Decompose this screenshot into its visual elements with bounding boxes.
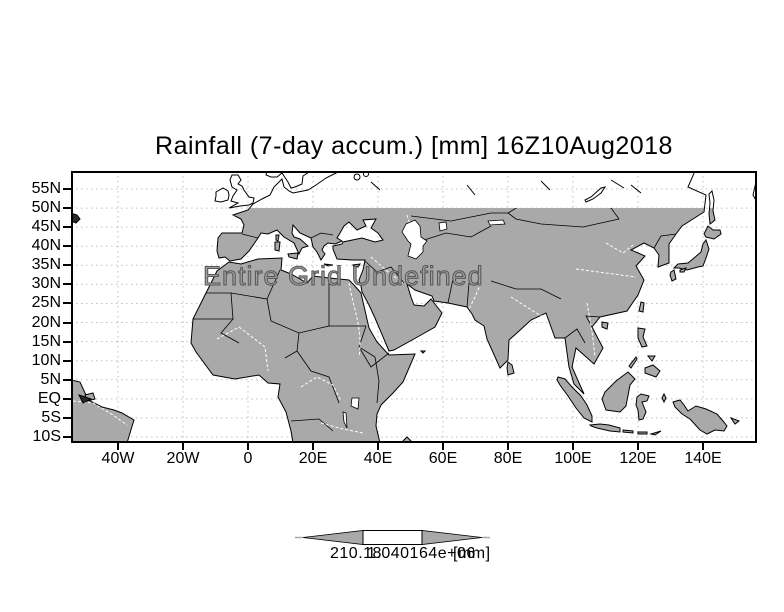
lat-axis-label-30N: 30N: [31, 275, 61, 293]
lat-tick: [63, 245, 71, 248]
lat-axis-label-EQ: EQ: [37, 389, 61, 407]
lon-tick: [377, 443, 379, 450]
lon-axis-label-40W: 40W: [101, 450, 135, 467]
map-plot-area: [71, 171, 757, 443]
lon-tick: [572, 443, 574, 450]
lon-tick: [117, 443, 119, 450]
lat-axis-label-40N: 40N: [31, 237, 61, 255]
lon-tick: [637, 443, 639, 450]
lakes: [342, 219, 506, 429]
lat-axis-label-5S: 5S: [41, 408, 61, 426]
lat-axis-label-15N: 15N: [31, 332, 61, 350]
lat-axis-label-25N: 25N: [31, 294, 61, 312]
colorbar-left-arrow: [302, 530, 364, 545]
lon-axis-label-140E: 140E: [684, 450, 722, 467]
lat-tick: [63, 397, 71, 400]
lon-axis-label-20E: 20E: [298, 450, 328, 467]
grid-undefined-message: Entire Grid Undefined: [203, 261, 484, 292]
lat-tick: [63, 264, 71, 267]
lat-tick: [63, 416, 71, 419]
lon-axis-label-40E: 40E: [363, 450, 393, 467]
lon-axis-label-0: 0: [243, 450, 253, 467]
plot-title: Rainfall (7-day accum.) [mm] 16Z10Aug201…: [155, 132, 673, 160]
lat-axis-label-10N: 10N: [31, 351, 61, 369]
colorbar-right-value: 1.040164e+06: [367, 545, 476, 562]
lon-tick: [507, 443, 509, 450]
lon-axis-label-20W: 20W: [166, 450, 200, 467]
colorbar-left-value: 210.18: [330, 545, 382, 562]
lat-tick: [63, 436, 71, 438]
lon-axis-label-60E: 60E: [428, 450, 458, 467]
lat-tick: [63, 188, 71, 190]
lon-axis-label-100E: 100E: [554, 450, 592, 467]
lat-tick: [63, 321, 71, 324]
lat-tick: [63, 283, 71, 286]
lat-axis-label-20N: 20N: [31, 313, 61, 331]
lat-tick: [63, 207, 71, 210]
plot-frame: [71, 171, 757, 443]
lat-axis-label-35N: 35N: [31, 256, 61, 274]
lon-axis-label-120E: 120E: [619, 450, 657, 467]
lon-axis-label-80E: 80E: [493, 450, 523, 467]
lat-tick: [63, 359, 71, 362]
lat-axis-label-10S: 10S: [32, 428, 61, 445]
lat-axis-label-50N: 50N: [31, 199, 61, 217]
lat-axis-label-55N: 55N: [31, 180, 61, 197]
lat-tick: [63, 378, 71, 381]
lat-axis-label-45N: 45N: [31, 218, 61, 236]
colorbar-right-arrow: [421, 530, 483, 545]
lat-tick: [63, 340, 71, 343]
lon-tick: [442, 443, 444, 450]
country-borders: [193, 208, 677, 432]
lon-tick: [247, 443, 249, 450]
lat-tick: [63, 226, 71, 229]
lon-tick: [702, 443, 704, 450]
lat-axis-label-5N: 5N: [40, 370, 61, 388]
lon-tick: [312, 443, 314, 450]
lat-tick: [63, 302, 71, 305]
colorbar: [295, 530, 490, 545]
colorbar-units: [mm]: [453, 545, 491, 562]
dark-land-patches: [71, 212, 93, 404]
lon-tick: [182, 443, 184, 450]
colorbar-middle-cell: [362, 530, 423, 545]
